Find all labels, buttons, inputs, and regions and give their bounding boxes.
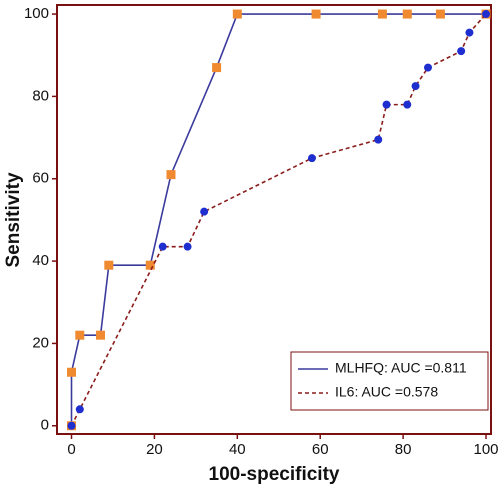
- x-tick-label: 20: [146, 441, 163, 458]
- point-marker: [145, 260, 155, 270]
- point-marker: [183, 242, 192, 251]
- series-line: [70, 13, 487, 427]
- point-marker: [411, 82, 420, 91]
- y-tick-label: 40: [32, 252, 49, 269]
- y-tick-label: 80: [32, 87, 49, 104]
- legend-box: [290, 351, 489, 411]
- point-marker: [465, 28, 474, 37]
- plot-frame: [56, 4, 492, 435]
- x-tick-label: 100: [474, 441, 499, 458]
- legend-label: MLHFQ: AUC =0.811: [335, 360, 467, 376]
- x-axis-title: 100-specificity: [209, 464, 340, 485]
- point-marker: [457, 47, 466, 56]
- x-tick-label: 40: [229, 441, 246, 458]
- point-marker: [482, 10, 491, 19]
- point-marker: [212, 63, 222, 73]
- point-marker: [96, 330, 106, 340]
- point-marker: [311, 9, 321, 19]
- point-marker: [403, 100, 412, 109]
- x-tick-label: 0: [67, 441, 75, 458]
- y-axis-title: Sensitivity: [3, 172, 24, 267]
- point-marker: [166, 170, 176, 180]
- point-marker: [158, 242, 167, 251]
- point-marker: [307, 154, 316, 163]
- y-tick-label: 60: [32, 170, 49, 187]
- legend-label: IL6: AUC =0.578: [335, 384, 438, 400]
- point-marker: [374, 135, 383, 144]
- point-marker: [104, 260, 114, 270]
- x-tick-label: 80: [395, 441, 412, 458]
- y-tick-label: 100: [24, 5, 49, 22]
- point-marker: [232, 9, 242, 19]
- point-marker: [402, 9, 412, 19]
- point-marker: [377, 9, 387, 19]
- point-marker: [435, 9, 445, 19]
- point-marker: [75, 330, 85, 340]
- point-marker: [423, 63, 432, 72]
- y-tick-label: 20: [32, 334, 49, 351]
- point-marker: [67, 421, 76, 430]
- x-tick-label: 60: [312, 441, 329, 458]
- point-marker: [75, 405, 84, 414]
- point-marker: [67, 367, 77, 377]
- y-tick-label: 0: [41, 417, 49, 434]
- point-marker: [200, 207, 209, 216]
- point-marker: [382, 100, 391, 109]
